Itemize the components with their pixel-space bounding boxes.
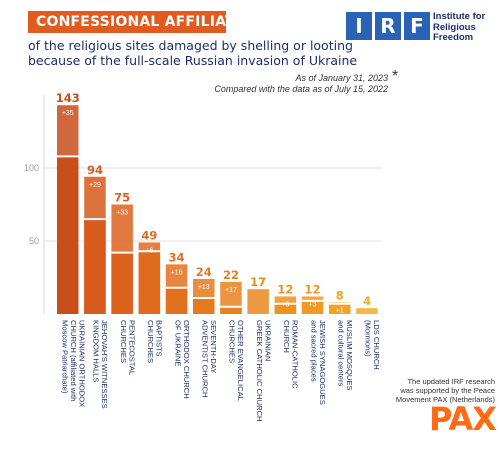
category-label-line: OTHER EVANGELICAL [236,320,245,401]
bar-total [247,289,269,314]
category-label-line: (Mormons) [364,320,373,357]
category-label-line: CHURCH (affiliated with [69,320,78,401]
category-label: LDS CHURCH(Mormons) [364,320,382,370]
credit-note: The updated IRF research was supported b… [395,377,495,404]
bar-value-label: 8 [336,288,344,302]
subtitle-line-2: because of the full-scale Russian invasi… [28,53,358,68]
irf-name-line-2: Religious [433,21,476,33]
category-label-line: JEHOVAH'S WITNESSES [100,320,109,409]
subtitle: of the religious sites damaged by shelli… [28,38,368,68]
category-label-line: OF UKRAINE [173,320,182,366]
as-of-note: As of January 31, 2023 [295,73,388,83]
bar-value-label: 94 [87,163,103,177]
category-label-line: GREEK CATHOLIC CHURCH [255,320,264,422]
bar-increase-label: +16 [171,269,183,276]
category-label-line: KINGDOM HALLS [92,320,101,382]
category-label-line: UKRAINIAN [263,320,272,361]
bar-previous [301,300,324,314]
bar-increase-label: +13 [198,284,210,291]
category-label-line: PENTECOSTAL [127,320,136,375]
bar-previous [165,287,188,314]
pax-logo: PAX [429,400,497,438]
bar-increase-label: +35 [62,110,74,117]
bar-previous [84,219,106,314]
category-label-line: BAPTISTS [155,320,164,357]
irf-logo-letter-i: I [346,12,372,40]
category-label-line: UKRAINIAN ORTHODOX [77,320,86,407]
bar-previous [274,303,297,314]
irf-name-line-3: Freedom [433,32,474,43]
category-label-line: CHURCH [282,320,291,353]
bar-value-label: 24 [196,265,212,279]
category-label-line: CHURCHES [119,320,128,363]
bar-value-label: 75 [114,191,130,205]
bar-previous [57,156,79,314]
irf-logo-letter-r: R [375,12,401,40]
category-label-line: ORTHODOX CHURCH [182,320,191,399]
irf-name: Institute for Religious Freedom [433,11,499,44]
category-label-line: Moscow Patriarchate) [60,320,69,394]
bar-value-label: 34 [169,250,185,264]
bar-increase-label: +29 [89,182,101,189]
bar-increase-label: +3 [309,301,317,308]
credit-line-2: was supported by the Peace [400,386,495,395]
bar-previous [111,252,133,314]
bar-increase-label: +5 [281,301,289,308]
bar-increase-label: +17 [225,287,237,294]
bar-total [356,308,378,314]
subtitle-line-1: of the religious sites damaged by shelli… [28,38,353,53]
bar-value-label: 143 [56,91,80,105]
y-tick-label: 50 [29,236,39,246]
category-label-line: LDS CHURCH [372,320,381,370]
asterisk-mark: * [392,68,399,85]
bar-value-label: 22 [223,268,239,282]
y-tick-label: 100 [24,163,39,173]
bar-increase-label: +1 [336,307,344,314]
bar-previous [220,306,242,314]
bar-value-label: 4 [363,294,371,308]
category-label-line: MUSLIM MOSQUES [345,320,354,390]
page-title: CONFESSIONAL AFFILIATION [36,14,265,30]
bar-value-label: 17 [250,275,266,289]
category-label-line: JEWISH SYNAGOGUES [318,320,327,405]
bar-value-label: 49 [141,228,157,242]
category-label-line: SEVENTH-DAY [209,320,218,373]
bar-previous [329,303,351,314]
bar-previous [138,251,161,314]
category-label-line: CHURCHES [228,320,237,363]
category-label-line: ROMAN-CATHOLIC [291,320,300,389]
category-label-line: ADVENTIST CHURCH [201,320,210,398]
category-label-line: and sacred places [309,320,318,382]
bar-value-label: 12 [277,282,293,296]
bar-previous [193,297,215,314]
irf-logo-letter-f: F [404,12,430,40]
title-banner: CONFESSIONAL AFFILIATION [28,11,264,33]
bar-increase-label: +33 [116,210,128,217]
category-label-line: CHURCHES [146,320,155,363]
compared-note: Compared with the data as of July 15, 20… [214,84,388,94]
category-label-line: and cultural centers [337,320,346,386]
irf-logo: I R F [346,12,433,40]
bar-increase-label: +6 [145,247,153,254]
credit-line-1: The updated IRF research [407,377,495,386]
bar-value-label: 12 [305,282,321,296]
credit-line-3: Movement PAX (Netherlands) [395,395,495,404]
irf-name-line-1: Institute for [433,11,486,22]
